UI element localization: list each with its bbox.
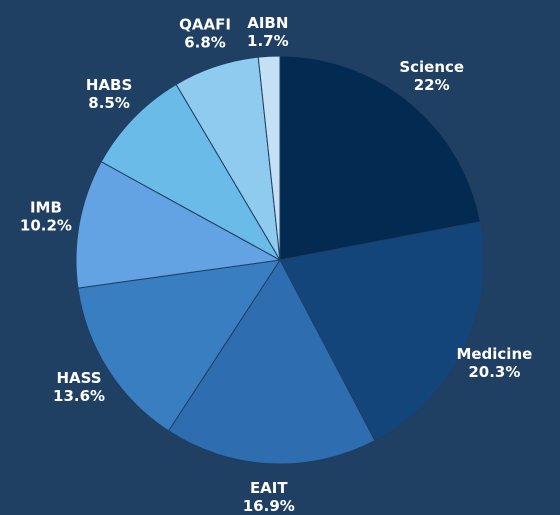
slice-value: 13.6% xyxy=(53,387,105,405)
pie-slice xyxy=(279,55,481,261)
slice-value: 22% xyxy=(414,76,450,94)
slice-value: 6.8% xyxy=(184,34,226,52)
pie-slice xyxy=(167,259,376,465)
slice-value: 20.3% xyxy=(468,363,520,381)
slice-value: 16.9% xyxy=(243,497,295,515)
slice-label: EAIT xyxy=(250,479,288,497)
pie-slice xyxy=(279,221,485,442)
slice-value: 10.2% xyxy=(20,216,72,234)
slice-label: HABS xyxy=(86,76,132,94)
slice-label: HASS xyxy=(56,369,101,387)
pie-slice xyxy=(77,259,282,432)
slice-label: QAAFI xyxy=(179,16,231,34)
slice-label: IMB xyxy=(30,198,62,216)
pie-slice xyxy=(75,161,282,289)
slice-value: 8.5% xyxy=(88,94,130,112)
slice-label: AIBN xyxy=(247,14,288,32)
pie-slice xyxy=(257,55,281,261)
pie-slice xyxy=(100,83,282,262)
slice-label: Medicine xyxy=(456,345,532,363)
slice-value: 1.7% xyxy=(247,32,289,50)
slice-label: Science xyxy=(399,58,464,76)
